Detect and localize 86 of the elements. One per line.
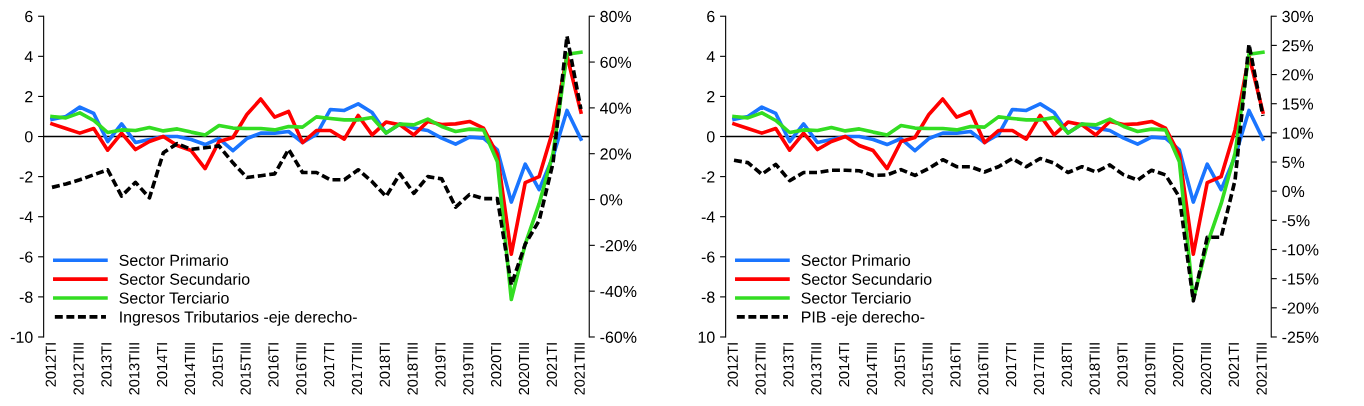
x-tick-label: 2013TI [783, 343, 794, 387]
x-tick-label: 2015TI [212, 343, 223, 387]
y2-tick-label: 20% [600, 148, 632, 160]
y2-tick-label: -20% [1282, 302, 1319, 314]
y2-tick-label: -10% [1282, 244, 1319, 256]
x-tick-label: 2020TI [490, 343, 502, 387]
legend-label: Ingresos Tributarios -eje derecho- [120, 310, 357, 326]
x-tick-label: 2013TIII [811, 343, 822, 395]
x-tick-label: 2015TI [894, 343, 905, 387]
legend-label: Sector Secundario [801, 273, 932, 285]
x-tick-label: 2017TIII [351, 343, 363, 395]
x-tick-label: 2014TIII [184, 343, 196, 395]
x-tick-label: 2016TIII [296, 343, 307, 395]
y2-tick-label: 80% [600, 10, 632, 23]
y-tick-label: 2 [25, 91, 33, 103]
x-tick-label: 2021TIII [574, 343, 585, 395]
y-tick-label: 0 [24, 131, 33, 143]
y-tick-label: -8 [701, 291, 715, 303]
y2-tick-label: 40% [600, 102, 632, 114]
legend-label: Sector Secundario [119, 273, 250, 285]
legend-label: Sector Terciario [801, 292, 911, 304]
x-tick-label: 2015TIII [240, 343, 251, 395]
x-tick-label: 2016TI [950, 343, 961, 387]
x-tick-label: 2017TI [323, 343, 335, 387]
x-tick-label: 2018TIII [1089, 343, 1100, 395]
y2-tick-label: -20% [600, 239, 637, 252]
x-tick-label: 2012TIII [755, 343, 766, 395]
y-tick-label: -8 [19, 291, 33, 303]
y2-tick-label: -15% [1282, 273, 1319, 285]
y-tick-label: 4 [24, 51, 33, 63]
x-tick-label: 2012TI [727, 343, 738, 387]
y-tick-label: 6 [707, 10, 715, 23]
y2-tick-label: 30% [1282, 10, 1314, 23]
x-tick-label: 2014TI [838, 343, 850, 387]
y2-tick-label: 5% [1282, 156, 1305, 168]
legend-label: PIB -eje derecho- [802, 310, 925, 326]
y2-tick-label: 0% [1282, 185, 1305, 198]
x-tick-label: 2014TIII [866, 343, 878, 395]
x-tick-label: 2014TI [156, 343, 168, 387]
legend-label: Sector Primario [801, 254, 911, 266]
x-tick-label: 2019TI [1117, 343, 1128, 387]
y2-tick-label: -40% [600, 285, 637, 298]
y2-tick-label: -5% [1282, 215, 1310, 227]
y2-tick-label: 25% [1282, 40, 1314, 52]
y2-tick-label: 60% [600, 56, 632, 68]
y2-tick-label: 20% [1282, 69, 1314, 81]
x-tick-label: 2018TIII [407, 343, 418, 395]
y-tick-label: 4 [706, 51, 715, 63]
y-tick-label: 10 [698, 331, 715, 343]
y2-tick-label: 10% [1282, 127, 1314, 139]
y-tick-label: -4 [19, 211, 33, 223]
x-tick-label: 2016TIII [978, 343, 989, 395]
x-tick-label: 2021TI [1228, 343, 1239, 387]
y-tick-label: -10 [10, 331, 33, 343]
y-tick-label: 0 [706, 131, 715, 143]
x-tick-label: 2019TIII [1145, 343, 1156, 395]
y-tick-label: -4 [701, 211, 715, 223]
x-tick-label: 2020TIII [518, 343, 530, 395]
y-tick-label: -6 [701, 251, 715, 263]
x-tick-label: 2021TIII [1256, 343, 1267, 395]
x-tick-label: 2021TI [546, 343, 557, 387]
legend-label: Sector Terciario [119, 292, 229, 304]
y2-tick-label: 15% [1282, 98, 1314, 110]
y-tick-label: -2 [19, 171, 33, 183]
x-tick-label: 2012TIII [73, 343, 84, 395]
x-tick-label: 2015TIII [922, 343, 933, 395]
x-tick-label: 2013TIII [129, 343, 140, 395]
y-tick-label: 6 [25, 10, 33, 23]
y-tick-label: -6 [19, 251, 33, 263]
x-tick-label: 2020TIII [1200, 343, 1212, 395]
legend-label: Sector Primario [119, 254, 229, 266]
x-tick-label: 2019TIII [463, 343, 474, 395]
x-tick-label: 2018TI [379, 343, 390, 387]
y2-tick-label: -25% [1282, 331, 1319, 343]
y2-tick-label: -60% [600, 331, 637, 343]
y-tick-label: 2 [707, 91, 715, 103]
x-tick-label: 2016TI [268, 343, 279, 387]
x-tick-label: 2017TI [1005, 343, 1017, 387]
x-tick-label: 2020TI [1172, 343, 1184, 387]
x-tick-label: 2017TIII [1033, 343, 1045, 395]
x-tick-label: 2019TI [435, 343, 446, 387]
x-tick-label: 2012TI [45, 343, 56, 387]
y2-tick-label: 0% [600, 194, 623, 206]
y-tick-label: -2 [701, 171, 715, 183]
x-tick-label: 2018TI [1061, 343, 1072, 387]
x-tick-label: 2013TI [101, 343, 112, 387]
